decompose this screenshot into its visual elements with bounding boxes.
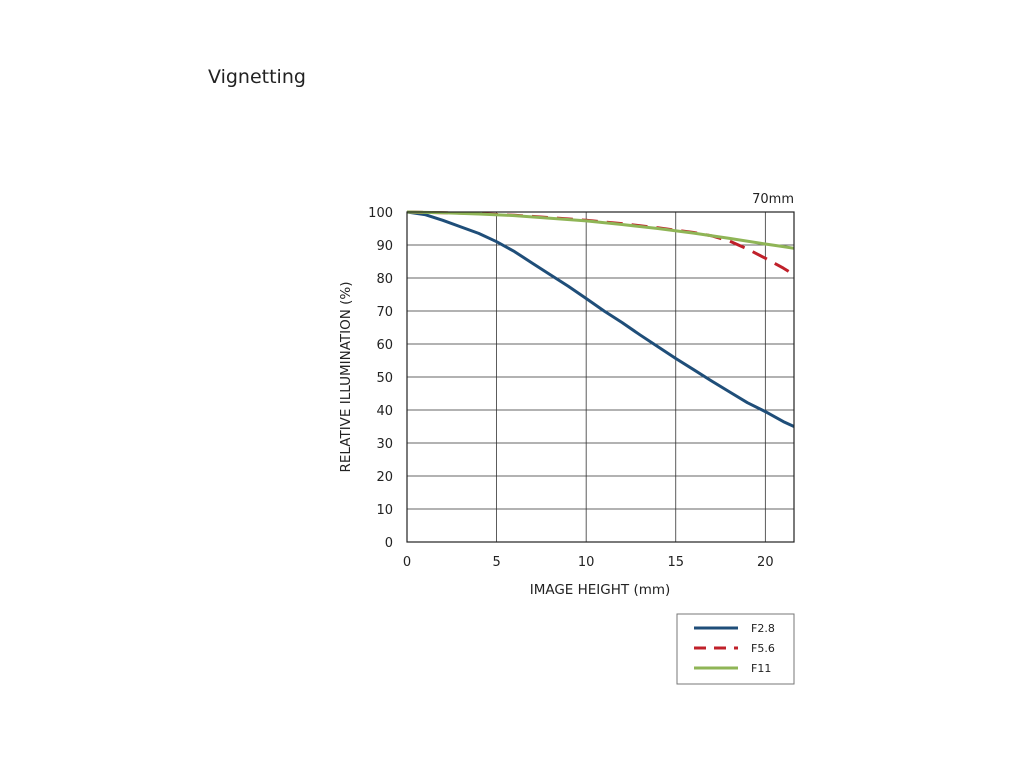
x-tick-label: 5 [492,555,500,570]
y-tick-label: 20 [376,470,393,485]
legend-label: F2.8 [751,622,775,635]
y-tick-label: 80 [376,272,393,287]
y-tick-label: 50 [376,371,393,386]
y-tick-label: 70 [376,305,393,320]
plot-frame [406,211,795,543]
y-tick-label: 90 [376,239,393,254]
y-tick-label: 30 [376,437,393,452]
y-tick-label: 10 [376,503,393,518]
y-tick-label: 40 [376,404,393,419]
y-tick-label: 60 [376,338,393,353]
legend: F2.8 F5.6 F11 [676,613,795,685]
legend-label: F11 [751,662,771,675]
page-title: Vignetting [208,66,306,88]
y-axis-title: RELATIVE ILLUMINATION (%) [338,282,354,473]
chart-annotation: 70mm [752,192,794,207]
y-tick-label: 100 [368,206,393,221]
y-tick-label: 0 [385,536,393,551]
series-line-f28 [406,210,795,428]
series-line-f11 [406,210,795,250]
x-tick-label: 15 [667,555,684,570]
legend-label: F5.6 [751,642,775,655]
x-tick-label: 10 [578,555,595,570]
x-axis-title: IMAGE HEIGHT (mm) [530,582,671,598]
x-tick-label: 0 [403,555,411,570]
x-tick-label: 20 [757,555,774,570]
